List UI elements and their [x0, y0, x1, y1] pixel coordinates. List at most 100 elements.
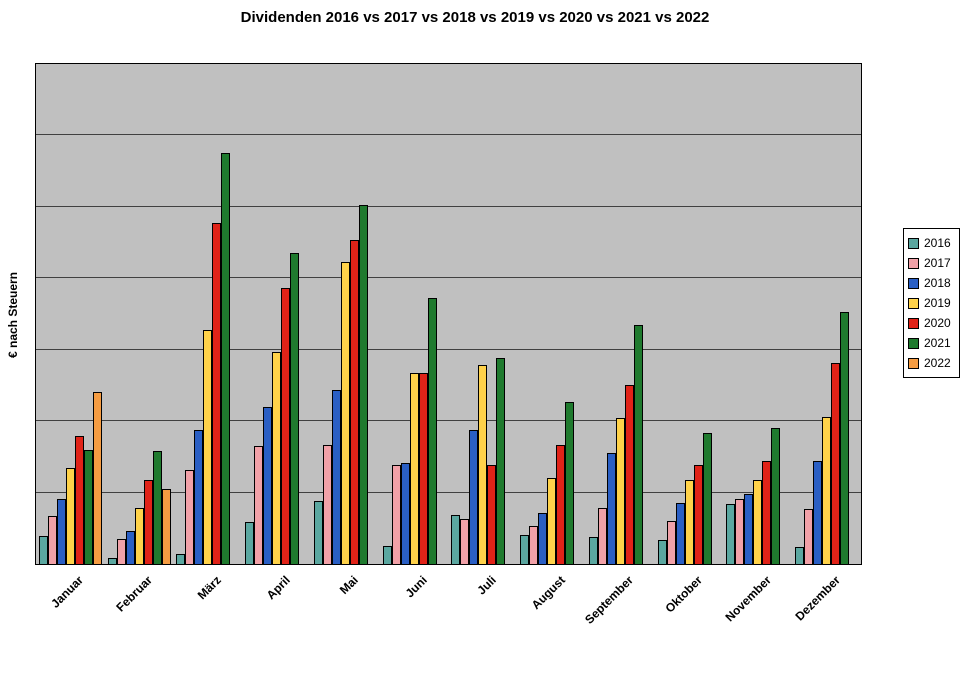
legend-label-2021: 2021: [924, 336, 951, 350]
bar-2018-juni: [400, 462, 410, 564]
bar-group-april: [242, 64, 311, 564]
bar-2016-oktober: [657, 540, 667, 564]
gridline: [36, 205, 861, 207]
x-axis-label-august: August: [528, 573, 568, 613]
bar-2021-dezember: [840, 311, 850, 564]
bar-2019-märz: [203, 329, 213, 564]
x-axis-label-juli: Juli: [474, 573, 499, 598]
bar-2019-september: [615, 417, 625, 564]
bar-2017-april: [254, 446, 264, 564]
bar-group-august: [517, 64, 586, 564]
bar-2020-dezember: [831, 362, 841, 564]
bar-2016-april: [245, 521, 255, 564]
x-axis-label-september: September: [582, 573, 637, 627]
bar-group-märz: [174, 64, 243, 564]
bar-2018-oktober: [675, 502, 685, 564]
x-axis-label-februar: Februar: [113, 573, 156, 615]
bar-2020-februar: [143, 480, 153, 564]
bar-2019-juli: [478, 365, 488, 564]
bar-2018-februar: [125, 531, 135, 564]
bar-2016-mai: [313, 501, 323, 564]
bar-2019-oktober: [684, 480, 694, 564]
bar-2016-juni: [382, 546, 392, 564]
bar-2020-april: [281, 288, 291, 564]
x-axis-label-dezember: Dezember: [792, 573, 843, 624]
legend-item-2017: 2017: [908, 253, 951, 273]
legend-item-2021: 2021: [908, 333, 951, 353]
legend-swatch-2020: [908, 317, 919, 329]
bar-2018-märz: [194, 429, 204, 564]
bar-2016-september: [588, 536, 598, 564]
bar-group-dezember: [792, 64, 861, 564]
bar-group-januar: [36, 64, 105, 564]
bar-2021-mai: [358, 205, 368, 564]
legend-item-2019: 2019: [908, 293, 951, 313]
bar-2021-juni: [427, 298, 437, 564]
bar-2017-juli: [460, 519, 470, 564]
bar-2018-november: [744, 494, 754, 564]
legend-swatch-2017: [908, 257, 919, 269]
x-axis-label-oktober: Oktober: [662, 573, 706, 616]
gridline: [36, 277, 861, 279]
legend-swatch-2022: [908, 357, 919, 369]
bar-2019-april: [272, 351, 282, 564]
bar-2016-august: [520, 535, 530, 564]
bar-2020-oktober: [693, 464, 703, 564]
bar-2018-mai: [331, 390, 341, 564]
bar-2016-januar: [38, 536, 48, 564]
bar-2016-november: [726, 504, 736, 564]
bar-2016-februar: [107, 558, 117, 564]
bar-2021-august: [565, 401, 575, 564]
bar-2018-juli: [469, 429, 479, 564]
bar-2019-januar: [65, 467, 75, 564]
legend-swatch-2019: [908, 297, 919, 309]
bar-2017-märz: [185, 469, 195, 564]
bar-2021-november: [771, 427, 781, 564]
bar-2019-november: [753, 480, 763, 564]
x-axis-label-april: April: [263, 573, 293, 603]
bar-2017-november: [735, 499, 745, 564]
bar-2016-juli: [451, 515, 461, 564]
bar-2017-mai: [322, 445, 332, 564]
bar-group-mai: [311, 64, 380, 564]
bar-group-juli: [449, 64, 518, 564]
legend-item-2016: 2016: [908, 233, 951, 253]
bar-2018-april: [263, 406, 273, 564]
bar-2017-januar: [47, 516, 57, 564]
legend: 2016 2017 2018 2019 2020 2021 2022: [903, 228, 960, 378]
bar-2021-februar: [152, 451, 162, 564]
legend-label-2019: 2019: [924, 296, 951, 310]
bar-2017-februar: [116, 539, 126, 564]
bar-2019-august: [547, 477, 557, 564]
bar-2021-september: [633, 324, 643, 564]
legend-item-2018: 2018: [908, 273, 951, 293]
bar-2016-märz: [176, 554, 186, 564]
gridline: [36, 491, 861, 493]
bar-2020-september: [624, 385, 634, 564]
bar-2020-januar: [74, 436, 84, 564]
bar-2017-oktober: [666, 521, 676, 564]
x-axis-label-juni: Juni: [402, 573, 431, 601]
bar-2019-februar: [134, 507, 144, 564]
bar-2021-januar: [83, 449, 93, 564]
bar-2020-märz: [212, 222, 222, 564]
bar-2021-märz: [221, 152, 231, 564]
legend-swatch-2018: [908, 277, 919, 289]
bar-2021-juli: [496, 357, 506, 564]
bar-group-september: [586, 64, 655, 564]
legend-label-2017: 2017: [924, 256, 951, 270]
bar-2017-dezember: [804, 509, 814, 564]
bar-2020-juli: [487, 464, 497, 564]
bar-2021-oktober: [702, 432, 712, 564]
bar-2021-april: [290, 253, 300, 564]
bar-2018-august: [538, 513, 548, 564]
bar-2022-februar: [161, 489, 171, 564]
gridline: [36, 134, 861, 136]
bar-group-februar: [105, 64, 174, 564]
bar-2019-dezember: [822, 416, 832, 564]
bar-2020-juni: [418, 372, 428, 564]
bar-2018-januar: [56, 499, 66, 564]
chart-title: Dividenden 2016 vs 2017 vs 2018 vs 2019 …: [240, 9, 710, 26]
gridline: [36, 420, 861, 422]
